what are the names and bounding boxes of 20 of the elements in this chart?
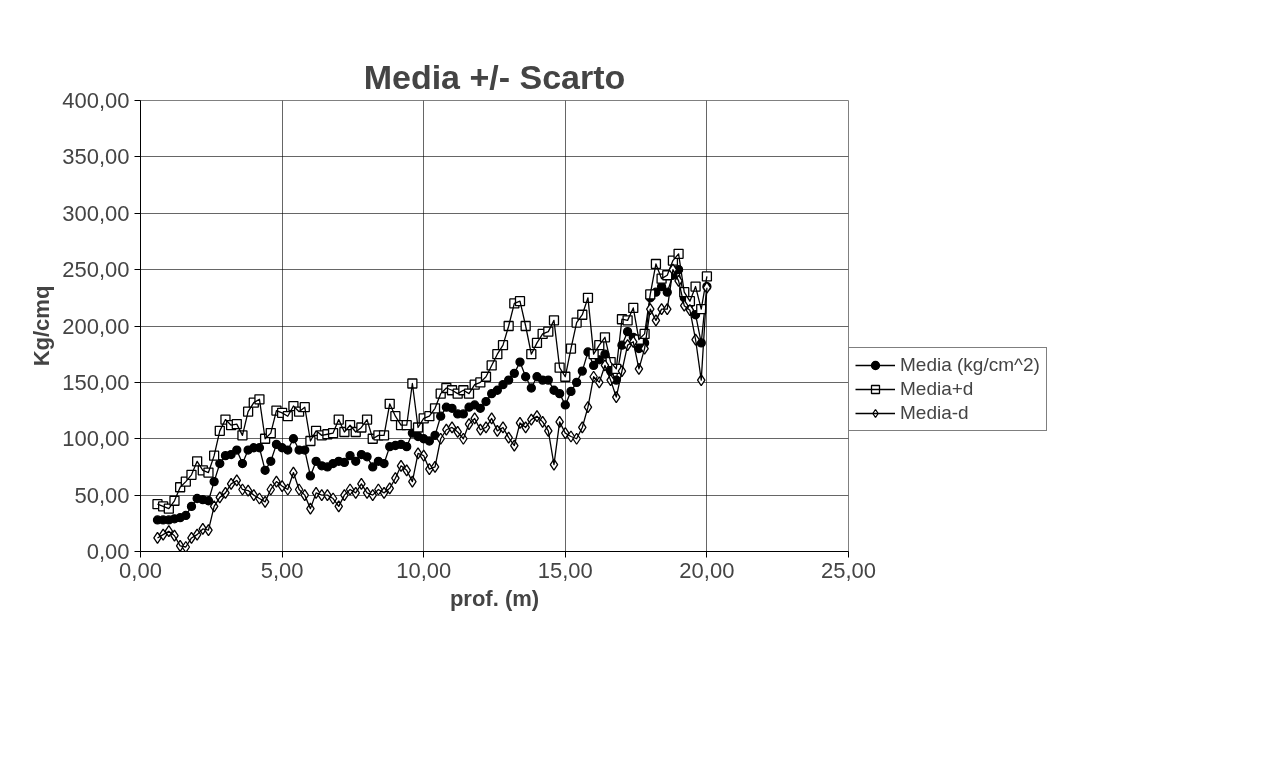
y-tick-label: 350,00 (62, 144, 130, 170)
x-tick-label: 15,00 (537, 557, 593, 583)
x-axis-title: prof. (m) (449, 585, 540, 611)
y-tick-label: 100,00 (62, 426, 130, 452)
y-tick-label: 200,00 (62, 313, 130, 339)
y-tick-label: 150,00 (62, 369, 130, 395)
legend-label: Media (kg/cm^2) (900, 354, 1040, 376)
y-tick-label: 0,00 (86, 539, 130, 564)
y-tick-label: 400,00 (62, 88, 130, 113)
x-tick-label: 25,00 (820, 557, 877, 583)
y-tick-label: 50,00 (74, 482, 130, 508)
y-axis-title: Kg/cmq (29, 285, 55, 367)
y-tick-label: 250,00 (62, 257, 130, 283)
x-tick-label: 10,00 (396, 557, 452, 583)
x-tick-label: 20,00 (679, 557, 735, 583)
x-tick-label: 5,00 (260, 557, 304, 583)
legend-label: Media-d (900, 402, 969, 424)
chart-title: Media +/- Scarto (363, 57, 626, 96)
legend-label: Media+d (900, 378, 974, 400)
y-tick-label: 300,00 (62, 200, 130, 226)
